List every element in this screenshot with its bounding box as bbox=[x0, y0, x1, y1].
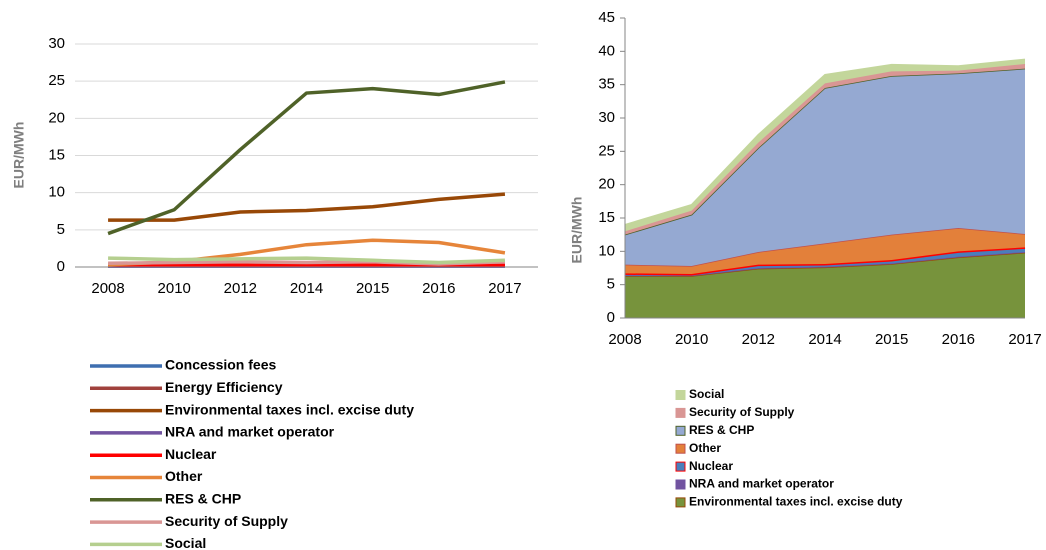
legend-swatch bbox=[675, 407, 686, 418]
area bbox=[625, 68, 1025, 267]
legend-label: Other bbox=[689, 441, 721, 455]
x-tick-label: 2014 bbox=[808, 331, 841, 348]
y-tick-label: 5 bbox=[57, 221, 65, 238]
line bbox=[108, 256, 505, 265]
y-tick-label: 30 bbox=[598, 109, 615, 126]
x-tick-label: 2017 bbox=[488, 280, 521, 297]
area-edge bbox=[624, 58, 1026, 226]
line bbox=[107, 80, 506, 236]
area bbox=[625, 59, 1025, 232]
legend-label: Energy Efficiency bbox=[165, 379, 283, 395]
y-tick-label: 0 bbox=[607, 309, 615, 326]
legend-label: Environmental taxes incl. excise duty bbox=[165, 401, 414, 417]
legend-label: Nuclear bbox=[689, 459, 733, 473]
legend-swatch bbox=[675, 390, 686, 400]
area bbox=[625, 252, 1025, 318]
x-tick-label: 2014 bbox=[290, 280, 323, 297]
x-tick-label: 2008 bbox=[91, 280, 124, 297]
y-tick-label: 25 bbox=[598, 142, 615, 159]
x-tick-label: 2012 bbox=[742, 331, 775, 348]
legend-label: Concession fees bbox=[165, 357, 276, 373]
legend-swatch bbox=[675, 479, 686, 490]
y-tick-label: 10 bbox=[598, 242, 615, 259]
legend-label: Social bbox=[689, 387, 724, 401]
legend-label: RES & CHP bbox=[689, 423, 754, 437]
legend-swatch bbox=[675, 425, 686, 436]
x-tick-label: 2012 bbox=[224, 280, 257, 297]
y-axis-label: EUR/MWh bbox=[11, 122, 27, 189]
y-tick-label: 15 bbox=[598, 209, 615, 226]
x-tick-label: 2016 bbox=[942, 331, 975, 348]
x-tick-label: 2015 bbox=[356, 280, 389, 297]
legend-label: Security of Supply bbox=[689, 405, 795, 419]
legend-label: NRA and market operator bbox=[165, 424, 335, 440]
line bbox=[108, 192, 506, 222]
y-tick-label: 25 bbox=[48, 72, 65, 89]
legend-swatch bbox=[675, 497, 686, 508]
legend-label: Nuclear bbox=[165, 446, 217, 462]
y-axis-label: EUR/MWh bbox=[569, 197, 585, 264]
legend-label: Other bbox=[165, 468, 203, 484]
legend-label: NRA and market operator bbox=[689, 477, 834, 491]
y-tick-label: 15 bbox=[48, 146, 65, 163]
y-tick-label: 30 bbox=[48, 35, 65, 52]
y-tick-label: 20 bbox=[598, 176, 615, 193]
legend-label: Social bbox=[165, 535, 206, 550]
area bbox=[625, 228, 1025, 274]
legend-swatch bbox=[675, 461, 686, 472]
legend-label: Security of Supply bbox=[165, 513, 288, 529]
x-tick-label: 2016 bbox=[422, 280, 455, 297]
x-tick-label: 2017 bbox=[1008, 331, 1041, 348]
y-tick-label: 40 bbox=[598, 42, 615, 59]
x-tick-label: 2008 bbox=[608, 331, 641, 348]
y-tick-label: 20 bbox=[48, 109, 65, 126]
y-tick-label: 5 bbox=[607, 276, 615, 293]
y-tick-label: 0 bbox=[57, 258, 65, 275]
x-tick-label: 2015 bbox=[875, 331, 908, 348]
legend-swatch bbox=[675, 443, 686, 454]
y-tick-label: 10 bbox=[48, 184, 65, 201]
legend-label: RES & CHP bbox=[165, 491, 241, 507]
y-tick-label: 35 bbox=[598, 76, 615, 93]
x-tick-label: 2010 bbox=[675, 331, 708, 348]
legend-label: Environmental taxes incl. excise duty bbox=[689, 495, 903, 509]
x-tick-label: 2010 bbox=[158, 280, 191, 297]
y-tick-label: 45 bbox=[598, 9, 615, 26]
